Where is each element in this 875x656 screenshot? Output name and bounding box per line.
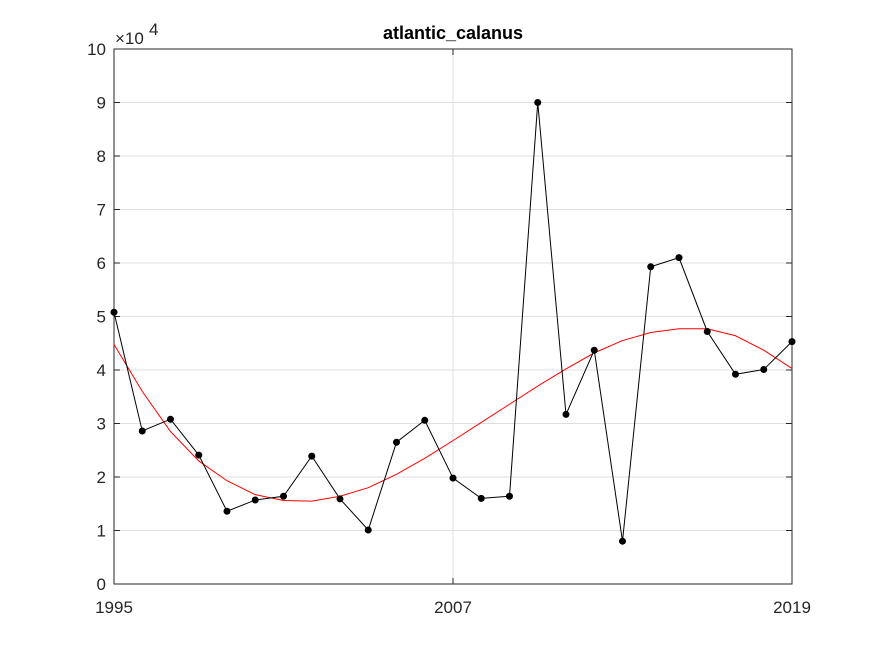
axis-ticks bbox=[113, 48, 793, 585]
y-tick-label: 10 bbox=[87, 40, 106, 59]
data-point bbox=[393, 438, 400, 446]
data-point bbox=[421, 416, 429, 424]
data-point bbox=[675, 254, 683, 262]
data-point bbox=[477, 494, 485, 502]
data-point bbox=[562, 410, 570, 418]
y-tick-label: 3 bbox=[97, 415, 106, 434]
y-tick-labels: 0 1 2 3 4 5 6 7 8 9 10 bbox=[87, 40, 106, 594]
data-point bbox=[703, 327, 711, 335]
data-point bbox=[534, 99, 542, 106]
y-tick-label: 8 bbox=[97, 147, 106, 166]
y-tick-label: 6 bbox=[97, 254, 106, 273]
data-point bbox=[364, 526, 372, 534]
data-point bbox=[732, 370, 739, 378]
data-point bbox=[788, 338, 796, 346]
data-point bbox=[280, 492, 287, 500]
data-point bbox=[506, 492, 513, 500]
y-exponent-label: ×10 4 bbox=[115, 20, 158, 48]
data-point bbox=[167, 415, 174, 423]
data-point bbox=[195, 451, 203, 459]
chart-title: atlantic_calanus bbox=[383, 23, 523, 43]
data-point bbox=[251, 496, 259, 504]
x-tick-label: 2019 bbox=[773, 598, 811, 617]
y-tick-label: 0 bbox=[97, 575, 106, 594]
y-tick-label: 5 bbox=[97, 308, 106, 327]
data-point bbox=[760, 365, 768, 373]
data-point bbox=[336, 495, 344, 503]
y-tick-label: 7 bbox=[97, 201, 106, 220]
x-tick-label: 1995 bbox=[95, 598, 133, 617]
x-tick-labels: 1995 2007 2019 bbox=[95, 598, 811, 617]
exponent-times: ×10 bbox=[115, 29, 144, 48]
data-point bbox=[223, 507, 231, 515]
data-point bbox=[110, 308, 118, 316]
data-point bbox=[619, 537, 626, 545]
x-tick-label: 2007 bbox=[434, 598, 472, 617]
data-point bbox=[138, 427, 146, 435]
exponent-power: 4 bbox=[149, 20, 158, 39]
observed-markers bbox=[110, 99, 796, 545]
data-point bbox=[647, 263, 655, 271]
fit-line bbox=[113, 328, 793, 502]
data-point bbox=[590, 346, 598, 354]
y-tick-label: 4 bbox=[97, 361, 106, 380]
y-tick-label: 1 bbox=[97, 522, 106, 541]
y-tick-label: 9 bbox=[97, 94, 106, 113]
y-tick-label: 2 bbox=[97, 468, 106, 487]
data-point bbox=[449, 474, 457, 482]
data-point bbox=[308, 452, 316, 460]
